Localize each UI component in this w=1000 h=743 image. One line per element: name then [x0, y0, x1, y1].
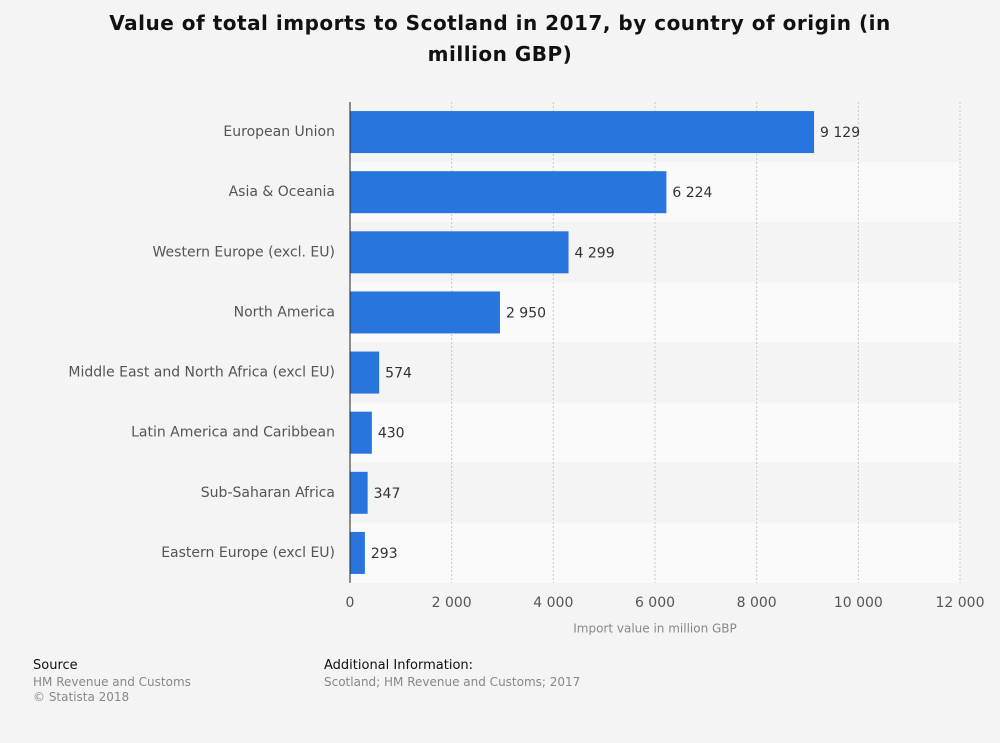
y-tick-label: North America	[234, 304, 335, 320]
source-heading: Source	[33, 658, 78, 673]
bar	[350, 171, 667, 214]
y-tick-label: Middle East and North Africa (excl EU)	[68, 365, 335, 381]
info-heading: Additional Information:	[324, 658, 474, 673]
row-band	[350, 522, 960, 583]
x-tick-label: 2 000	[432, 595, 472, 611]
source: Source HM Revenue and Customs © Statista…	[33, 658, 191, 705]
bar	[350, 351, 380, 394]
info-text: Scotland; HM Revenue and Customs; 2017	[324, 675, 581, 689]
bar	[350, 531, 365, 574]
bar	[350, 111, 815, 154]
y-tick-label: Latin America and Caribbean	[131, 425, 335, 441]
x-tick-label: 12 000	[936, 595, 985, 611]
source-line: © Statista 2018	[33, 690, 130, 704]
bar	[350, 231, 569, 274]
y-tick-label: Eastern Europe (excl EU)	[161, 545, 335, 561]
additional-info: Additional Information: Scotland; HM Rev…	[324, 658, 580, 690]
y-tick-label: European Union	[223, 124, 335, 140]
row-band	[350, 462, 960, 523]
value-label: 4 299	[575, 245, 615, 261]
value-label: 293	[371, 546, 398, 562]
x-axis-label: Import value in million GBP	[573, 622, 737, 636]
x-tick-label: 8 000	[737, 595, 777, 611]
value-label: 9 129	[820, 125, 860, 141]
value-label: 430	[378, 426, 405, 442]
value-label: 2 950	[506, 305, 546, 321]
chart-title: Value of total imports to Scotland in 20…	[109, 11, 891, 66]
x-tick-label: 4 000	[533, 595, 573, 611]
row-band	[350, 402, 960, 463]
y-tick-label: Sub-Saharan Africa	[201, 485, 335, 501]
value-label: 6 224	[672, 185, 712, 201]
y-tick-label: Asia & Oceania	[229, 184, 335, 200]
row-band	[350, 342, 960, 403]
bar	[350, 471, 368, 514]
y-tick-label: Western Europe (excl. EU)	[153, 244, 335, 260]
x-tick-label: 6 000	[635, 595, 675, 611]
bar	[350, 291, 500, 334]
chart: 0 2 000 4 000 6 000 8 000 10 000 12 000 Import …	[68, 102, 985, 636]
bar	[350, 411, 372, 454]
x-tick-label: 10 000	[834, 595, 883, 611]
value-label: 347	[374, 486, 401, 502]
value-label: 574	[385, 366, 412, 382]
source-line: HM Revenue and Customs	[33, 675, 191, 689]
x-tick-label: 0	[346, 595, 355, 611]
